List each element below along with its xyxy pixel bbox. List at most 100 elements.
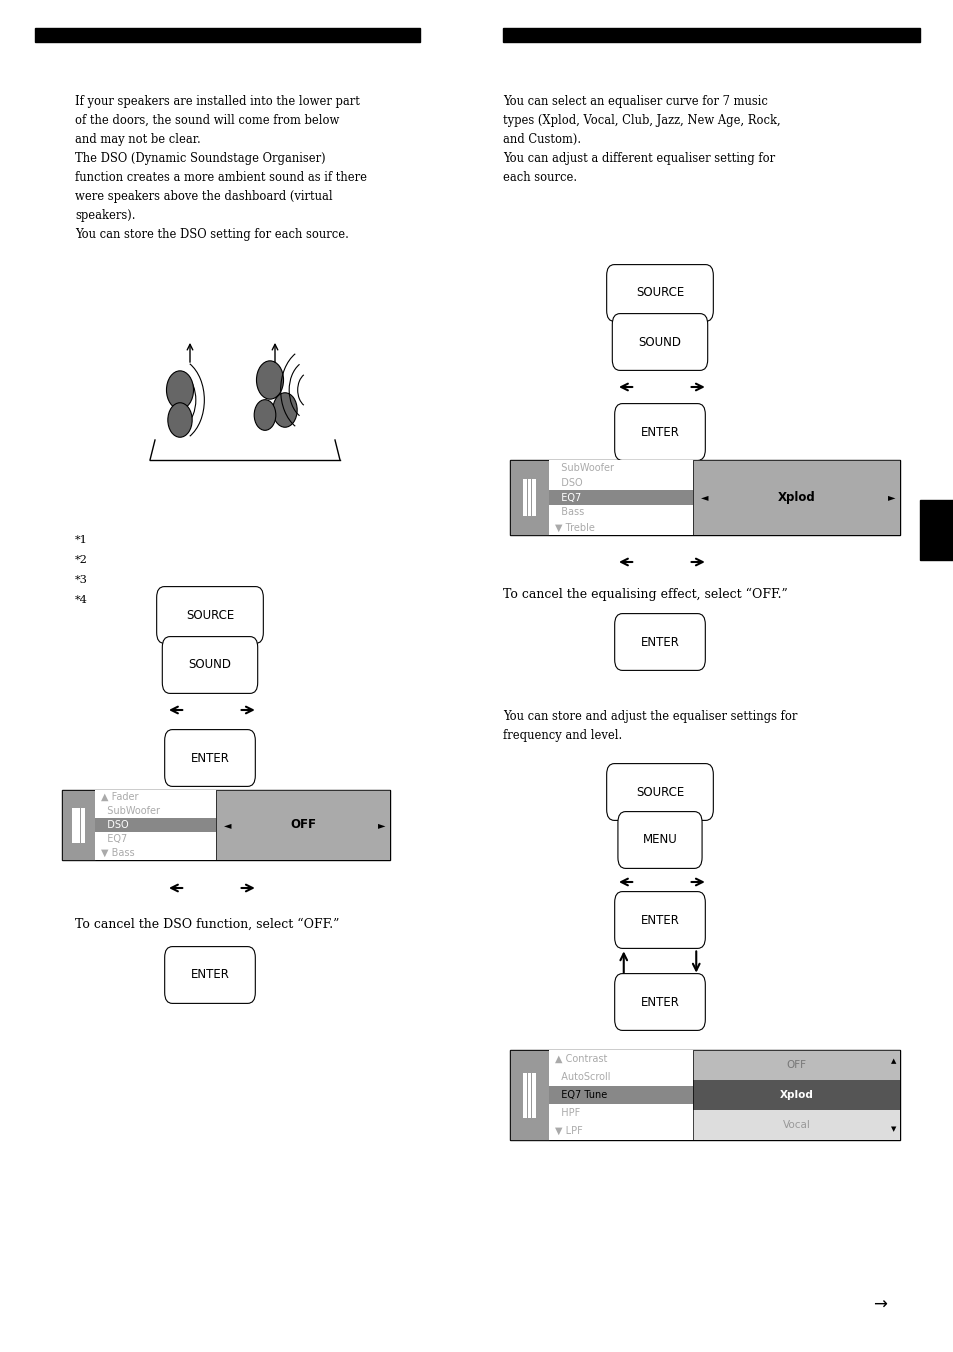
Circle shape <box>253 400 275 430</box>
Bar <box>532 1072 536 1118</box>
Bar <box>216 790 390 860</box>
Text: *4: *4 <box>75 595 88 604</box>
Bar <box>216 790 390 860</box>
Bar <box>919 500 953 560</box>
Bar <box>548 1105 693 1122</box>
Text: ▼ Treble: ▼ Treble <box>554 522 594 533</box>
Bar <box>510 460 548 535</box>
Text: ENTER: ENTER <box>191 752 230 764</box>
FancyBboxPatch shape <box>614 614 704 671</box>
Bar <box>693 1080 899 1110</box>
Bar <box>693 460 899 535</box>
Text: Bass: Bass <box>554 507 583 518</box>
Bar <box>527 479 531 516</box>
Text: SOUND: SOUND <box>189 658 232 672</box>
Text: If your speakers are installed into the lower part
of the doors, the sound will : If your speakers are installed into the … <box>75 95 367 241</box>
Bar <box>71 807 75 842</box>
FancyBboxPatch shape <box>612 314 707 370</box>
Bar <box>548 475 693 489</box>
Circle shape <box>168 403 192 437</box>
Text: EQ7: EQ7 <box>100 834 127 844</box>
Bar <box>548 1086 693 1105</box>
Text: SOURCE: SOURCE <box>636 786 683 799</box>
FancyBboxPatch shape <box>162 637 257 694</box>
Text: ENTER: ENTER <box>639 995 679 1009</box>
Bar <box>35 28 419 42</box>
Text: ▼: ▼ <box>890 1126 895 1132</box>
Text: DSO: DSO <box>554 477 581 488</box>
Text: SOURCE: SOURCE <box>186 608 233 622</box>
Text: You can store and adjust the equaliser settings for
frequency and level.: You can store and adjust the equaliser s… <box>502 710 797 742</box>
Text: EQ7 Tune: EQ7 Tune <box>554 1090 606 1101</box>
Bar <box>62 790 390 860</box>
Bar <box>510 460 899 535</box>
Circle shape <box>273 392 296 427</box>
Bar <box>693 1051 899 1140</box>
Text: You can select an equaliser curve for 7 music
types (Xplod, Vocal, Club, Jazz, N: You can select an equaliser curve for 7 … <box>502 95 780 184</box>
Bar <box>693 1051 899 1080</box>
Text: ▲ Fader: ▲ Fader <box>100 792 138 802</box>
Text: SOURCE: SOURCE <box>636 287 683 300</box>
Text: ENTER: ENTER <box>639 426 679 438</box>
FancyBboxPatch shape <box>165 946 255 1003</box>
Bar <box>548 506 693 521</box>
Text: SubWoofer: SubWoofer <box>554 462 613 472</box>
Bar <box>76 807 80 842</box>
Text: To cancel the DSO function, select “OFF.”: To cancel the DSO function, select “OFF.… <box>75 918 339 932</box>
FancyBboxPatch shape <box>606 764 713 821</box>
Text: ◄: ◄ <box>700 492 708 503</box>
Text: OFF: OFF <box>786 1060 806 1069</box>
Text: Xplod: Xplod <box>779 1090 813 1101</box>
Text: *2: *2 <box>75 556 88 565</box>
Bar <box>510 1051 548 1140</box>
Text: *3: *3 <box>75 575 88 585</box>
Bar <box>94 831 216 846</box>
Text: ▲: ▲ <box>890 1059 895 1064</box>
Bar <box>502 28 919 42</box>
Bar <box>81 807 85 842</box>
Text: EQ7: EQ7 <box>554 492 580 503</box>
Text: DSO: DSO <box>100 821 128 830</box>
Bar <box>532 479 536 516</box>
Text: AutoScroll: AutoScroll <box>554 1072 610 1082</box>
Bar <box>510 1051 899 1140</box>
Bar <box>548 489 693 506</box>
Bar <box>548 521 693 535</box>
Text: Vocal: Vocal <box>781 1119 810 1130</box>
Text: *1: *1 <box>75 535 88 545</box>
Text: ►: ► <box>887 492 894 503</box>
FancyBboxPatch shape <box>606 265 713 322</box>
Text: ENTER: ENTER <box>639 914 679 926</box>
Bar <box>94 790 216 804</box>
Text: SubWoofer: SubWoofer <box>100 806 159 817</box>
Text: MENU: MENU <box>642 833 677 846</box>
Text: →: → <box>872 1297 886 1314</box>
Text: HPF: HPF <box>554 1109 579 1118</box>
Bar <box>94 818 216 831</box>
Text: ►: ► <box>377 821 385 830</box>
Bar <box>94 804 216 818</box>
Bar <box>548 460 693 475</box>
Bar <box>62 790 94 860</box>
Bar <box>693 460 899 535</box>
Text: To cancel the equalising effect, select “OFF.”: To cancel the equalising effect, select … <box>502 588 787 602</box>
Text: ENTER: ENTER <box>191 968 230 982</box>
FancyBboxPatch shape <box>614 404 704 461</box>
FancyBboxPatch shape <box>614 891 704 948</box>
Bar <box>548 1051 693 1068</box>
Bar <box>522 479 526 516</box>
Bar <box>527 1072 531 1118</box>
Text: ◄: ◄ <box>224 821 231 830</box>
FancyBboxPatch shape <box>165 730 255 787</box>
Text: ▼ Bass: ▼ Bass <box>100 848 134 859</box>
Circle shape <box>167 370 193 410</box>
FancyBboxPatch shape <box>156 587 263 644</box>
Bar <box>548 1068 693 1086</box>
Text: Xplod: Xplod <box>777 491 815 504</box>
Text: SOUND: SOUND <box>638 335 680 349</box>
FancyBboxPatch shape <box>614 973 704 1030</box>
Text: ▼ LPF: ▼ LPF <box>554 1126 582 1136</box>
Bar <box>548 1122 693 1140</box>
Circle shape <box>256 361 283 399</box>
Bar <box>522 1072 526 1118</box>
